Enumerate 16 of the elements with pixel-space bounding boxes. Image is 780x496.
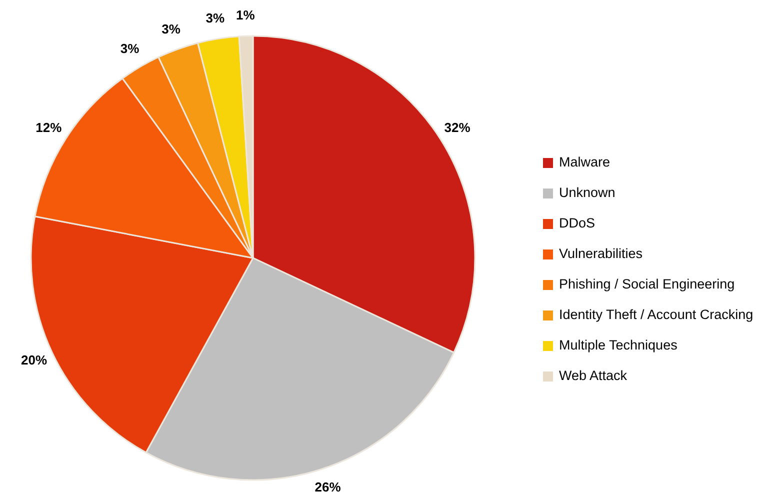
data-label: 3%	[206, 10, 225, 26]
legend-label: DDoS	[559, 216, 596, 231]
legend-label: Phishing / Social Engineering	[559, 276, 735, 292]
legend-label: Vulnerabilities	[559, 246, 643, 262]
data-label: 20%	[21, 352, 48, 368]
data-label: 1%	[236, 8, 256, 23]
legend-label: Web Attack	[559, 368, 628, 384]
legend-label: Malware	[559, 154, 610, 170]
legend-label: Multiple Techniques	[559, 338, 678, 353]
data-label: 3%	[162, 22, 181, 37]
data-label: 12%	[36, 120, 62, 135]
data-label: 32%	[444, 120, 471, 135]
data-label: 3%	[120, 41, 140, 56]
legend-label: Unknown	[559, 185, 616, 200]
data-label: 26%	[314, 480, 342, 495]
legend-label: Identity Theft / Account Cracking	[559, 307, 754, 322]
